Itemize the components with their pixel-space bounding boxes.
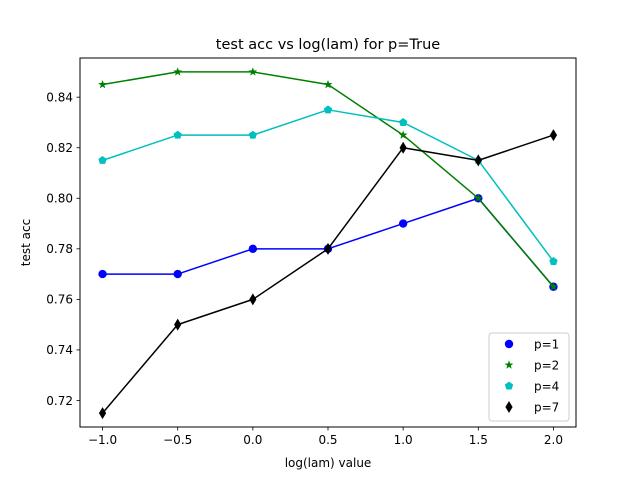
data-point [249,293,257,306]
x-axis: −1.0 −0.5 0.0 0.5 1.0 1.5 2.0 [88,427,563,447]
data-point [323,105,333,114]
legend-marker [504,360,514,369]
x-tick-label: −0.5 [163,433,192,447]
y-axis: 0.72 0.74 0.76 0.78 0.80 0.82 0.84 [46,90,80,408]
legend-label: p=4 [534,379,559,393]
legend-item: p=1 [504,337,559,351]
plot-area [98,67,558,420]
data-point [173,130,182,139]
series-2 [98,67,558,291]
legend-label: p=7 [534,400,559,414]
data-point [474,154,482,167]
data-point [98,269,107,279]
y-axis-label: test acc [19,219,33,266]
data-point [98,155,107,164]
data-point [248,130,258,139]
x-tick-label: 1.5 [469,433,488,447]
legend-item: p=4 [504,379,559,393]
data-point [173,67,183,76]
data-point [549,257,558,266]
x-tick-label: −1.0 [88,433,117,447]
y-tick-label: 0.74 [46,343,73,357]
x-axis-label: log(lam) value [285,456,372,470]
data-point [98,79,107,89]
data-point [98,407,107,420]
legend-item: p=2 [504,358,559,372]
data-point [398,219,408,228]
data-point [323,79,333,89]
x-tick-label: 1.0 [394,433,413,447]
data-point [398,130,408,139]
data-point [248,67,258,76]
y-tick-label: 0.72 [46,394,73,408]
legend-marker [504,339,514,349]
y-tick-label: 0.76 [46,293,73,307]
legend-box [488,332,570,422]
legend: p=1 p=2 p=4 p=7 [488,332,570,422]
y-tick-label: 0.84 [46,90,73,104]
y-tick-label: 0.82 [46,141,73,155]
data-point [473,193,483,202]
data-point [549,129,558,142]
chart-title: test acc vs log(lam) for p=True [216,37,440,53]
legend-item: p=7 [505,400,559,414]
x-tick-label: 0.5 [318,433,337,447]
x-tick-label: 2.0 [544,433,563,447]
data-point [549,282,558,291]
legend-marker [505,401,513,413]
data-point [174,318,182,331]
legend-label: p=1 [534,337,559,351]
data-point [399,141,407,154]
series-4 [98,129,558,420]
data-point [398,118,408,127]
x-tick-label: 0.0 [243,433,262,447]
y-tick-label: 0.78 [46,242,73,256]
data-point [324,242,332,255]
legend-marker [504,381,514,390]
data-point [173,269,182,279]
y-tick-label: 0.80 [46,192,73,206]
data-point [248,244,258,254]
legend-label: p=2 [534,358,559,372]
